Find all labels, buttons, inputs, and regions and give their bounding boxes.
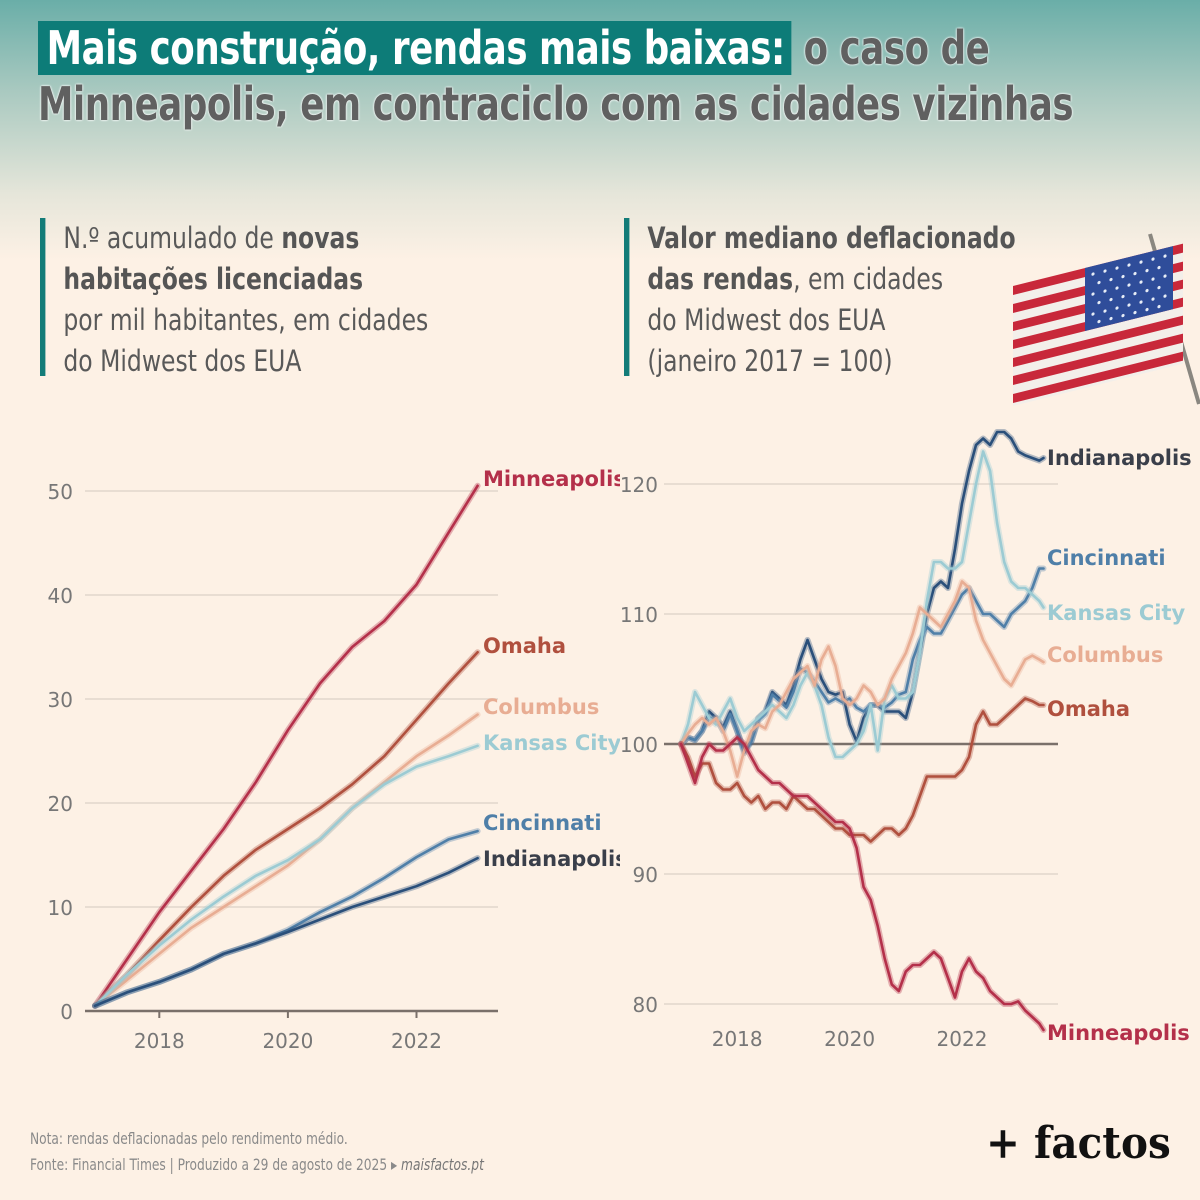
y-tick-label: 80: [633, 993, 658, 1017]
left-subtitle-line3: por mil habitantes, em cidades: [63, 303, 429, 337]
x-tick-label: 2018: [134, 1029, 185, 1053]
right-subtitle-bold2: das rendas: [647, 262, 794, 296]
left-chart-housing-permits: 0 10 20 30 40 50 2018 2020 2022 Minneapolis Omaha C…: [48, 467, 620, 1053]
series-label-kansas-city: Kansas City: [483, 731, 620, 755]
footer-note: Nota: rendas deflacionadas pelo rendimen…: [30, 1129, 348, 1148]
series-line-indianapolis: [93, 856, 479, 1008]
left-subtitle-part1: N.º acumulado de: [63, 221, 282, 255]
series-label-indianapolis: Indianapolis: [1047, 446, 1192, 470]
footer-site-link[interactable]: maisfactos.pt: [401, 1155, 484, 1174]
right-subtitle-line4: (janeiro 2017 = 100): [647, 344, 893, 378]
left-chart-subtitle: N.º acumulado de novas habitações licenc…: [40, 218, 429, 378]
series-label-omaha: Omaha: [483, 634, 566, 658]
series-label-cincinnati: Cincinnati: [1047, 546, 1166, 570]
x-tick-label: 2022: [937, 1027, 988, 1051]
series-label-kansas-city: Kansas City: [1047, 601, 1186, 625]
x-tick-label: 2020: [262, 1029, 313, 1053]
title-line2: Minneapolis, em contraciclo com as cidad…: [38, 77, 1074, 131]
left-subtitle-bold1: novas: [281, 221, 360, 255]
series-line-glow-columbus: [678, 578, 1047, 780]
series-label-indianapolis: Indianapolis: [483, 847, 620, 871]
series-label-minneapolis: Minneapolis: [483, 467, 620, 491]
x-tick-label: 2020: [824, 1027, 875, 1051]
series-line-cincinnati: [679, 567, 1045, 755]
maisfactos-logo: + factos: [986, 1118, 1171, 1169]
series-line-omaha: [93, 650, 479, 1008]
footer: Nota: rendas deflacionadas pelo rendimen…: [30, 1126, 484, 1178]
series-line-kansas-city: [93, 744, 479, 1008]
y-tick-label: 100: [620, 733, 658, 757]
left-subtitle-bold2: habitações licenciadas: [63, 262, 364, 296]
footer-source: Fonte: Financial Times | Produzido a 29 …: [30, 1155, 402, 1174]
y-tick-label: 110: [620, 603, 658, 627]
series-label-minneapolis: Minneapolis: [1047, 1021, 1190, 1045]
x-tick-label: 2022: [391, 1029, 442, 1053]
y-tick-label: 10: [48, 896, 73, 920]
right-chart-subtitle: Valor mediano deflacionado das rendas, e…: [624, 218, 1016, 378]
y-tick-label: 90: [633, 863, 658, 887]
left-subtitle-line4: do Midwest dos EUA: [63, 344, 302, 378]
page-title: Mais construção, rendas mais baixas: o c…: [38, 20, 1074, 132]
right-chart-rent-index: 80 90 100 110 120 2018 2020 2022 Indianapolis Cin…: [620, 429, 1192, 1051]
series-line-columbus: [679, 580, 1045, 778]
series-label-omaha: Omaha: [1047, 697, 1130, 721]
x-tick-label: 2018: [712, 1027, 763, 1051]
y-tick-label: 30: [48, 688, 73, 712]
title-highlight: Mais construção, rendas mais baixas:: [38, 21, 792, 75]
right-subtitle-line3: do Midwest dos EUA: [647, 303, 886, 337]
y-tick-label: 40: [48, 584, 73, 608]
series-label-cincinnati: Cincinnati: [483, 811, 602, 835]
series-label-columbus: Columbus: [483, 695, 599, 719]
right-subtitle-rest2: , em cidades: [793, 262, 944, 296]
y-tick-label: 0: [60, 1000, 73, 1024]
series-label-columbus: Columbus: [1047, 643, 1163, 667]
series-line-minneapolis: [93, 484, 479, 1008]
y-tick-label: 50: [48, 480, 73, 504]
series-line-omaha: [679, 697, 1045, 843]
series-line-minneapolis: [679, 736, 1045, 1032]
us-flag-icon: [1013, 233, 1200, 407]
series-line-kansas-city: [679, 450, 1045, 759]
title-rest-line1: o caso de: [791, 21, 990, 75]
series-line-columbus: [93, 713, 479, 1008]
y-tick-label: 120: [620, 473, 658, 497]
right-subtitle-bold1: Valor mediano deflacionado: [647, 221, 1016, 255]
y-tick-label: 20: [48, 792, 73, 816]
